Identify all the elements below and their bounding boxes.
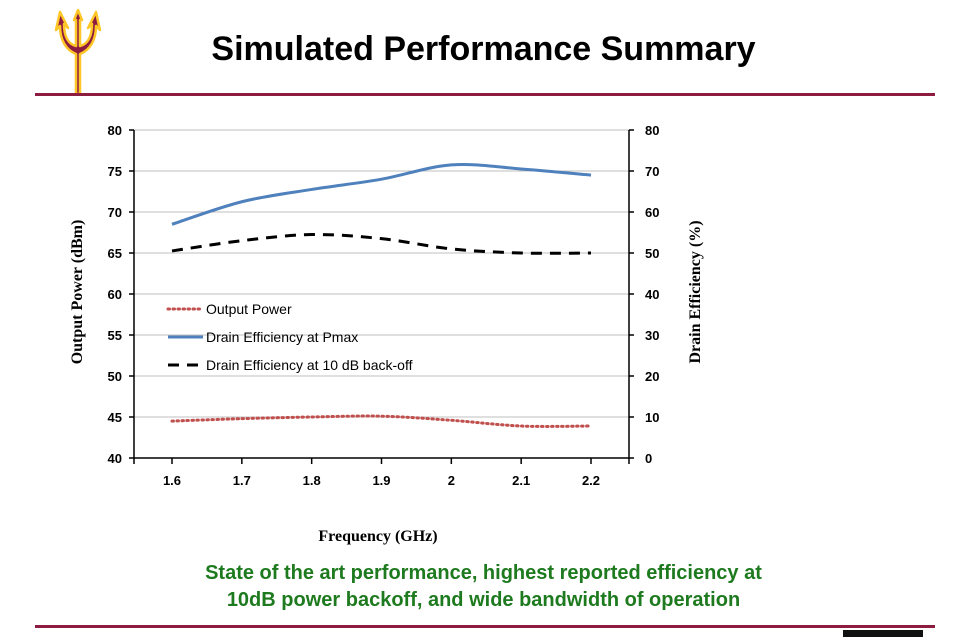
x-tick-label: 1.8: [303, 473, 321, 488]
summary-caption: State of the art performance, highest re…: [0, 560, 967, 614]
y-tick-label: 55: [108, 328, 122, 343]
y-tick-label: 65: [108, 246, 122, 261]
y2-axis-label: Drain Efficiency (%): [687, 220, 704, 363]
y2-tick-label: 20: [645, 369, 659, 384]
x-tick-label: 2: [448, 473, 455, 488]
y-tick-label: 50: [108, 369, 122, 384]
legend-label: Drain Efficiency at Pmax: [206, 329, 358, 345]
x-tick-label: 1.7: [233, 473, 251, 488]
y2-tick-label: 0: [645, 451, 652, 466]
y-tick-label: 45: [108, 410, 122, 425]
y2-tick-label: 80: [645, 123, 659, 138]
series-lines: [170, 162, 593, 428]
y2-tick-label: 70: [645, 164, 659, 179]
top-divider: [35, 93, 935, 96]
legend-label: Output Power: [206, 301, 292, 317]
legend: Output Power Drain Efficiency at Pmax Drai…: [166, 301, 413, 373]
caption-line-2: 10dB power backoff, and wide bandwidth o…: [226, 589, 741, 611]
caption-line-1: State of the art performance, highest re…: [205, 562, 762, 584]
axes: 40 45 50 55 60 65 70 75 80 0 10 20 30 40 50 60 70 80 1.6 1.…: [108, 123, 660, 488]
x-tick-label: 1.6: [163, 473, 181, 488]
y-tick-label: 75: [108, 164, 122, 179]
x-tick-label: 2.1: [512, 473, 530, 488]
y-tick-label: 60: [108, 287, 122, 302]
bottom-divider: [35, 625, 935, 628]
y2-tick-label: 10: [645, 410, 659, 425]
y2-tick-label: 50: [645, 246, 659, 261]
series-line-1: [170, 414, 593, 428]
legend-label: Drain Efficiency at 10 dB back-off: [206, 357, 413, 373]
y2-tick-label: 40: [645, 287, 659, 302]
x-tick-label: 1.9: [372, 473, 390, 488]
y-tick-label: 70: [108, 205, 122, 220]
y2-tick-label: 60: [645, 205, 659, 220]
x-axis-label: Frequency (GHz): [318, 528, 437, 545]
slide-title: Simulated Performance Summary: [211, 30, 756, 68]
y-tick-label: 40: [108, 451, 122, 466]
y-tick-label: 80: [108, 123, 122, 138]
series-line-3: [171, 233, 592, 255]
x-tick-label: 2.2: [582, 473, 600, 488]
y-axis-label: Output Power (dBm): [69, 220, 86, 365]
y2-tick-label: 30: [645, 328, 659, 343]
asu-logo-fragment: [843, 630, 923, 637]
series-line-2: [171, 162, 592, 226]
